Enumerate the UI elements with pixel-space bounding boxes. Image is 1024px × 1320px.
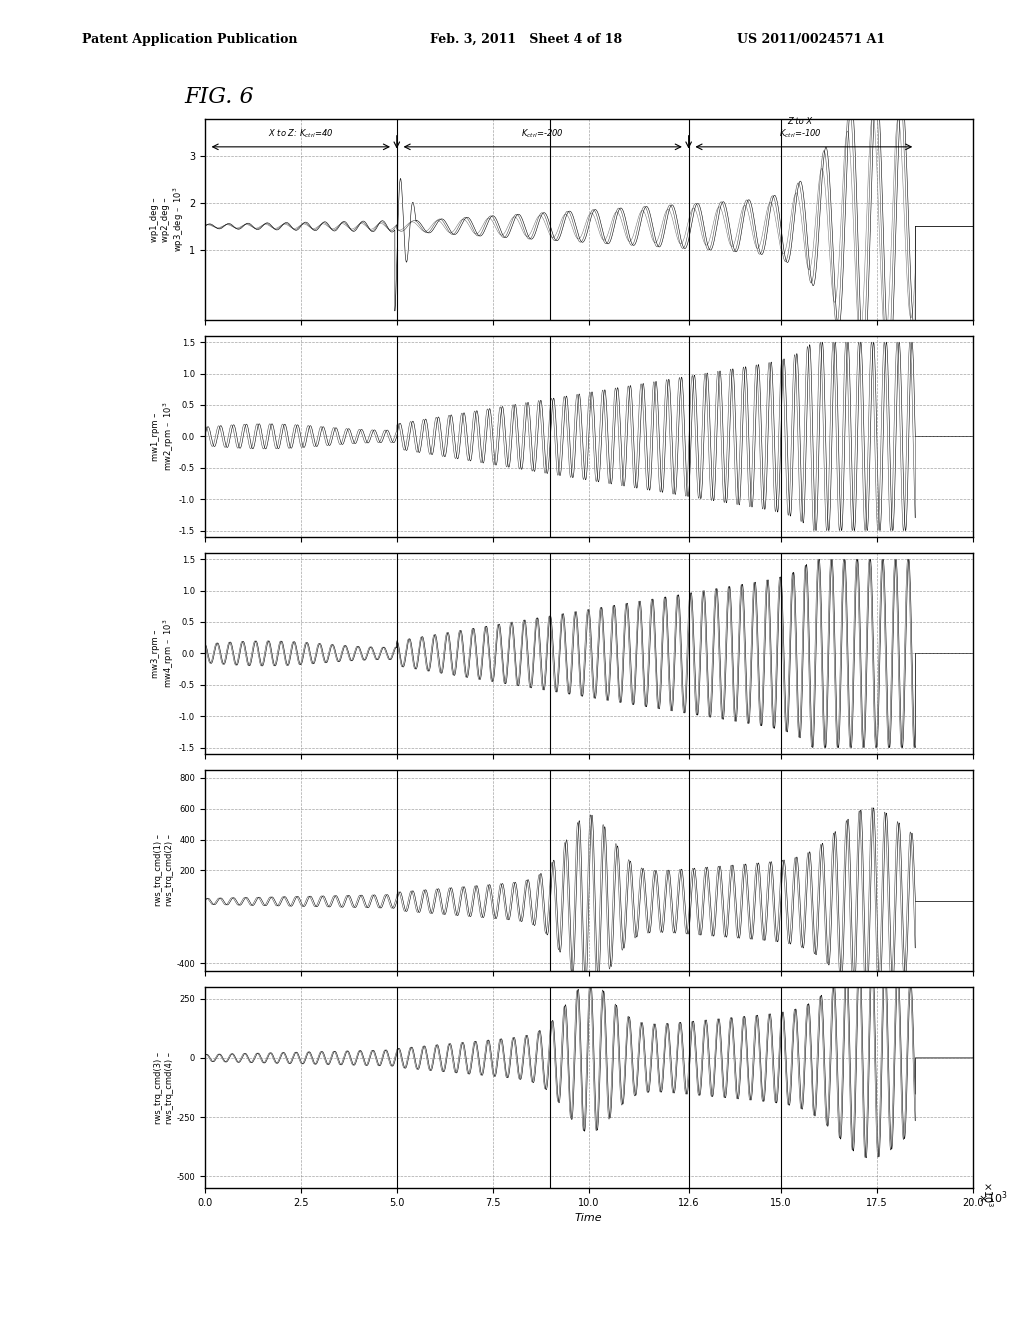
X-axis label: Time: Time [575, 1213, 602, 1224]
Y-axis label: rws_trq_cmd(1) –
rws_trq_cmd(2) –: rws_trq_cmd(1) – rws_trq_cmd(2) – [155, 834, 173, 907]
Text: X to Z: $K_{ctrl}$=40: X to Z: $K_{ctrl}$=40 [268, 127, 334, 140]
Text: US 2011/0024571 A1: US 2011/0024571 A1 [737, 33, 886, 46]
Text: FIG. 6: FIG. 6 [184, 86, 254, 108]
Y-axis label: mw3_rpm –
mw4_rpm –  $10^3$: mw3_rpm – mw4_rpm – $10^3$ [151, 619, 176, 688]
Text: $\times10^3$: $\times10^3$ [978, 1189, 1008, 1205]
Y-axis label: rws_trq_cmd(3) –
rws_trq_cmd(4) –: rws_trq_cmd(3) – rws_trq_cmd(4) – [155, 1052, 173, 1123]
Text: Z to X
$K_{ctrl}$=-100: Z to X $K_{ctrl}$=-100 [778, 116, 821, 140]
Text: $\times10^3$: $\times10^3$ [981, 1181, 994, 1208]
Text: Patent Application Publication: Patent Application Publication [82, 33, 297, 46]
Text: $K_{ctrl}$=-200: $K_{ctrl}$=-200 [521, 127, 564, 140]
Y-axis label: mw1_rpm –
mw2_rpm –  $10^3$: mw1_rpm – mw2_rpm – $10^3$ [151, 401, 176, 471]
Text: Feb. 3, 2011   Sheet 4 of 18: Feb. 3, 2011 Sheet 4 of 18 [430, 33, 623, 46]
Y-axis label: wp1_deg –
wp2_deg –
wp3_deg –  $10^3$: wp1_deg – wp2_deg – wp3_deg – $10^3$ [151, 186, 186, 252]
